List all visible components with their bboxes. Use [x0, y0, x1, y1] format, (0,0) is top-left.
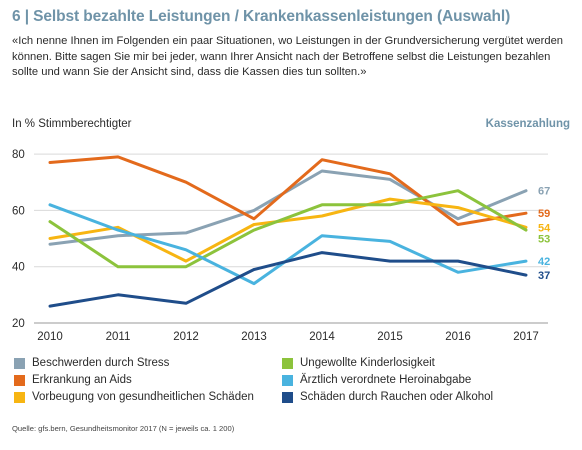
legend-label: Erkrankung an Aids	[32, 374, 132, 386]
legend-item-stress: Beschwerden durch Stress	[14, 356, 282, 370]
legend-item-heroin: Ärztlich verordnete Heroinabgabe	[282, 373, 572, 387]
legend-swatch	[14, 391, 25, 403]
x-tick-label: 2016	[445, 331, 471, 343]
legend-swatch	[282, 391, 293, 403]
y-tick-label: 20	[12, 318, 25, 330]
legend-label: Vorbeugung von gesundheitlichen Schäden	[32, 391, 254, 403]
end-value-label: 54	[538, 222, 551, 234]
x-tick-label: 2010	[37, 331, 63, 343]
legend-label: Schäden durch Rauchen oder Alkohol	[300, 391, 494, 403]
x-tick-label: 2014	[309, 331, 335, 343]
end-value-label: 67	[538, 186, 550, 198]
series-line	[48, 155, 528, 226]
kassenzahlung-label: Kassenzahlung	[485, 118, 570, 130]
legend-item-aids: Erkrankung an Aids	[14, 373, 282, 387]
series-line	[48, 251, 528, 308]
legend-swatch	[282, 374, 293, 386]
y-tick-label: 40	[12, 262, 25, 274]
y-tick-label: 80	[12, 149, 25, 161]
y-tick-label: 60	[12, 205, 25, 217]
chart-legend: Beschwerden durch Stress Ungewollte Kind…	[14, 356, 574, 404]
legend-item-rauchen: Schäden durch Rauchen oder Alkohol	[282, 390, 572, 404]
x-tick-label: 2017	[513, 331, 539, 343]
legend-label: Ungewollte Kinderlosigkeit	[300, 357, 435, 369]
series-line	[48, 189, 528, 269]
end-value-label: 53	[538, 233, 550, 245]
end-value-label: 59	[538, 208, 550, 220]
source-note: Quelle: gfs.bern, Gesundheitsmonitor 201…	[12, 424, 235, 433]
legend-swatch	[282, 357, 293, 369]
x-tick-label: 2015	[377, 331, 403, 343]
x-tick-label: 2013	[241, 331, 267, 343]
y-axis-label: In % Stimmberechtigter	[12, 118, 132, 130]
end-value-label: 37	[538, 270, 550, 282]
x-tick-label: 2012	[173, 331, 199, 343]
survey-question: «Ich nenne Ihnen im Folgenden ein paar S…	[12, 35, 564, 78]
x-tick-label: 2011	[106, 331, 131, 343]
chart-title: 6 | Selbst bezahlte Leistungen / Kranken…	[12, 8, 511, 25]
legend-swatch	[14, 357, 25, 369]
end-value-label: 42	[538, 256, 550, 268]
legend-label: Beschwerden durch Stress	[32, 357, 170, 369]
legend-item-vorbeugung: Vorbeugung von gesundheitlichen Schäden	[14, 390, 282, 404]
legend-item-kinderlosigkeit: Ungewollte Kinderlosigkeit	[282, 356, 572, 370]
legend-swatch	[14, 374, 25, 386]
legend-label: Ärztlich verordnete Heroinabgabe	[300, 374, 472, 386]
